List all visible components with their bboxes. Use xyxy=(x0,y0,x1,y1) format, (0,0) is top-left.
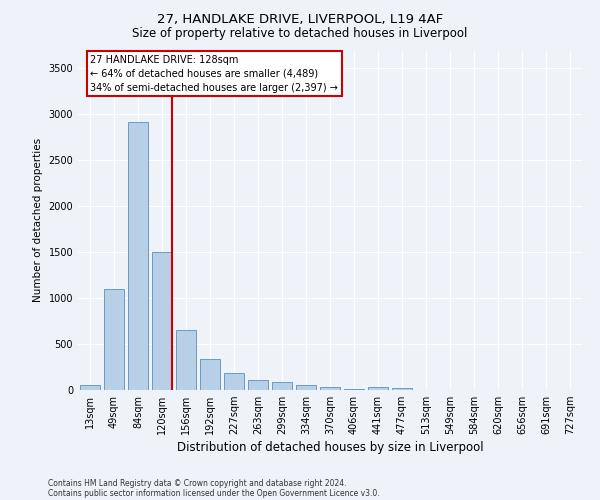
Bar xyxy=(392,388,412,390)
Text: Contains public sector information licensed under the Open Government Licence v3: Contains public sector information licen… xyxy=(48,488,380,498)
Bar xyxy=(200,359,220,390)
Bar xyxy=(368,387,388,390)
Text: 27 HANDLAKE DRIVE: 128sqm
← 64% of detached houses are smaller (4,489)
34% of se: 27 HANDLAKE DRIVE: 128sqm ← 64% of detac… xyxy=(91,54,338,92)
Text: Size of property relative to detached houses in Liverpool: Size of property relative to detached ho… xyxy=(133,28,467,40)
Text: Contains HM Land Registry data © Crown copyright and database right 2024.: Contains HM Land Registry data © Crown c… xyxy=(48,478,347,488)
Bar xyxy=(296,385,316,390)
Bar xyxy=(320,387,340,390)
Bar xyxy=(128,122,148,390)
Bar xyxy=(152,252,172,390)
Bar xyxy=(344,389,364,390)
Bar xyxy=(224,372,244,390)
Bar xyxy=(176,330,196,390)
Bar xyxy=(80,385,100,390)
Y-axis label: Number of detached properties: Number of detached properties xyxy=(33,138,43,302)
Text: 27, HANDLAKE DRIVE, LIVERPOOL, L19 4AF: 27, HANDLAKE DRIVE, LIVERPOOL, L19 4AF xyxy=(157,12,443,26)
Bar xyxy=(272,382,292,390)
X-axis label: Distribution of detached houses by size in Liverpool: Distribution of detached houses by size … xyxy=(176,442,484,454)
Bar xyxy=(104,289,124,390)
Bar xyxy=(248,380,268,390)
